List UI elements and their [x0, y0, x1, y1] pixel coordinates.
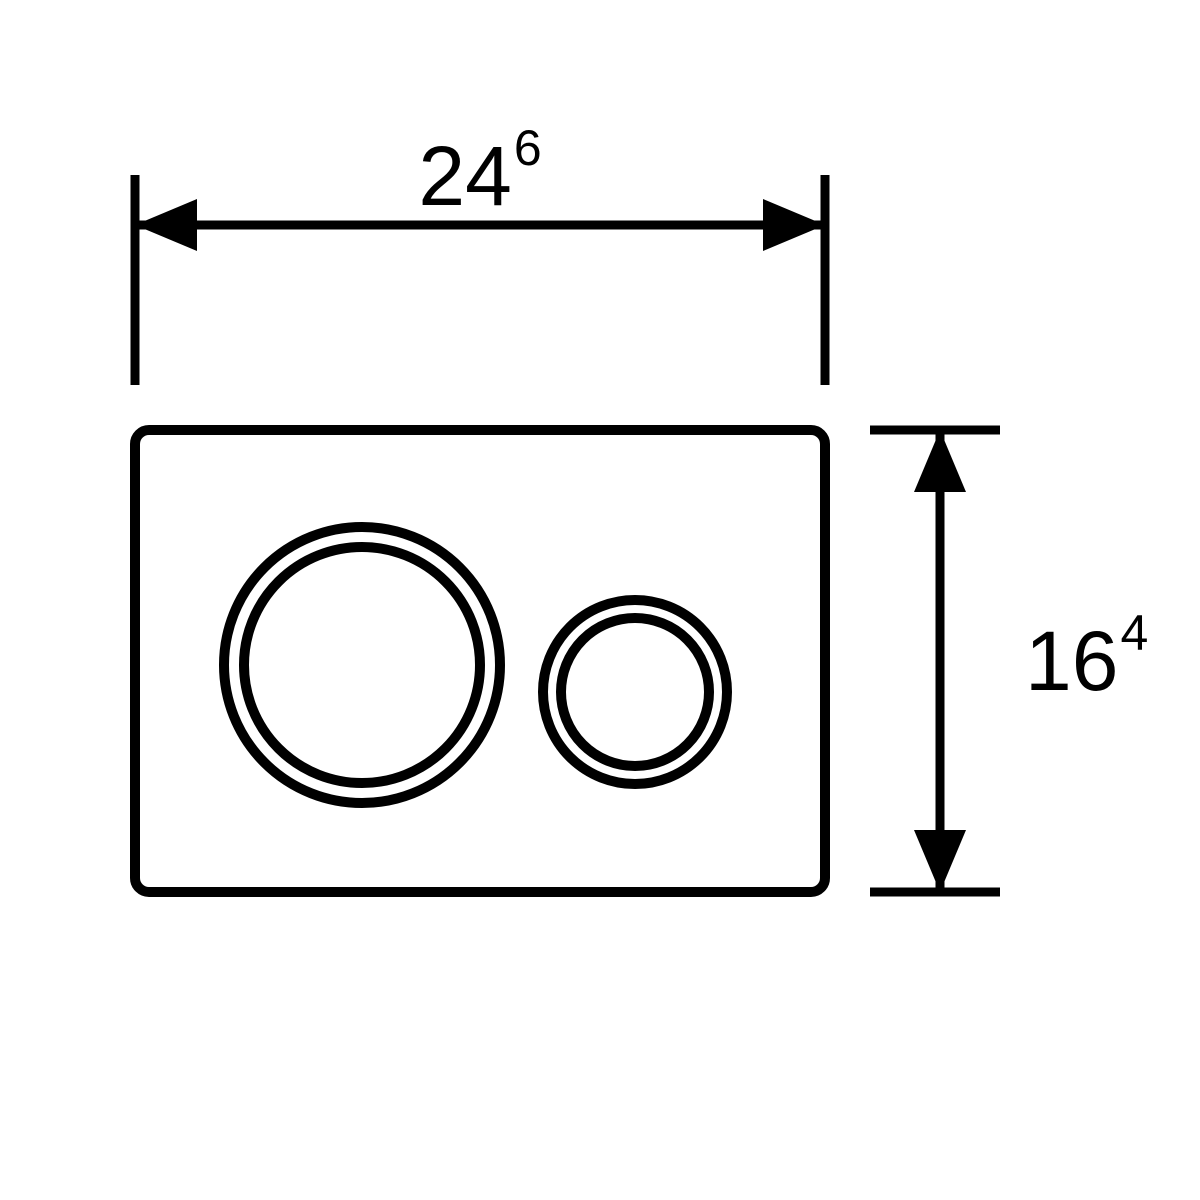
small-button-inner: [561, 618, 709, 766]
large-button-inner: [244, 547, 480, 783]
height-value: 164: [1025, 605, 1148, 708]
large-button-outer: [224, 527, 500, 803]
height-arrow-bottom: [914, 830, 966, 892]
height-arrow-top: [914, 430, 966, 492]
width-arrow-right: [763, 199, 825, 251]
width-arrow-left: [135, 199, 197, 251]
technical-drawing: 246 164: [0, 0, 1200, 1200]
width-value: 246: [418, 120, 541, 223]
small-button-outer: [543, 600, 727, 784]
